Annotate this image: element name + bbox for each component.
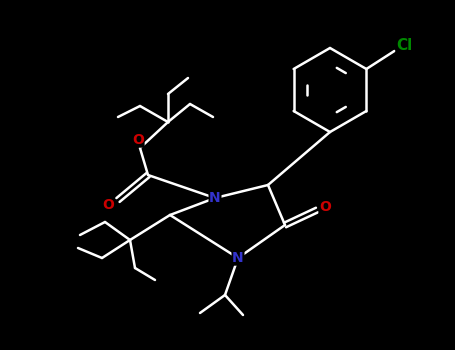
Text: N: N <box>232 251 244 265</box>
Text: N: N <box>209 191 221 205</box>
Text: O: O <box>132 133 144 147</box>
Text: O: O <box>102 198 114 212</box>
Text: O: O <box>319 200 331 214</box>
Text: Cl: Cl <box>396 38 413 54</box>
